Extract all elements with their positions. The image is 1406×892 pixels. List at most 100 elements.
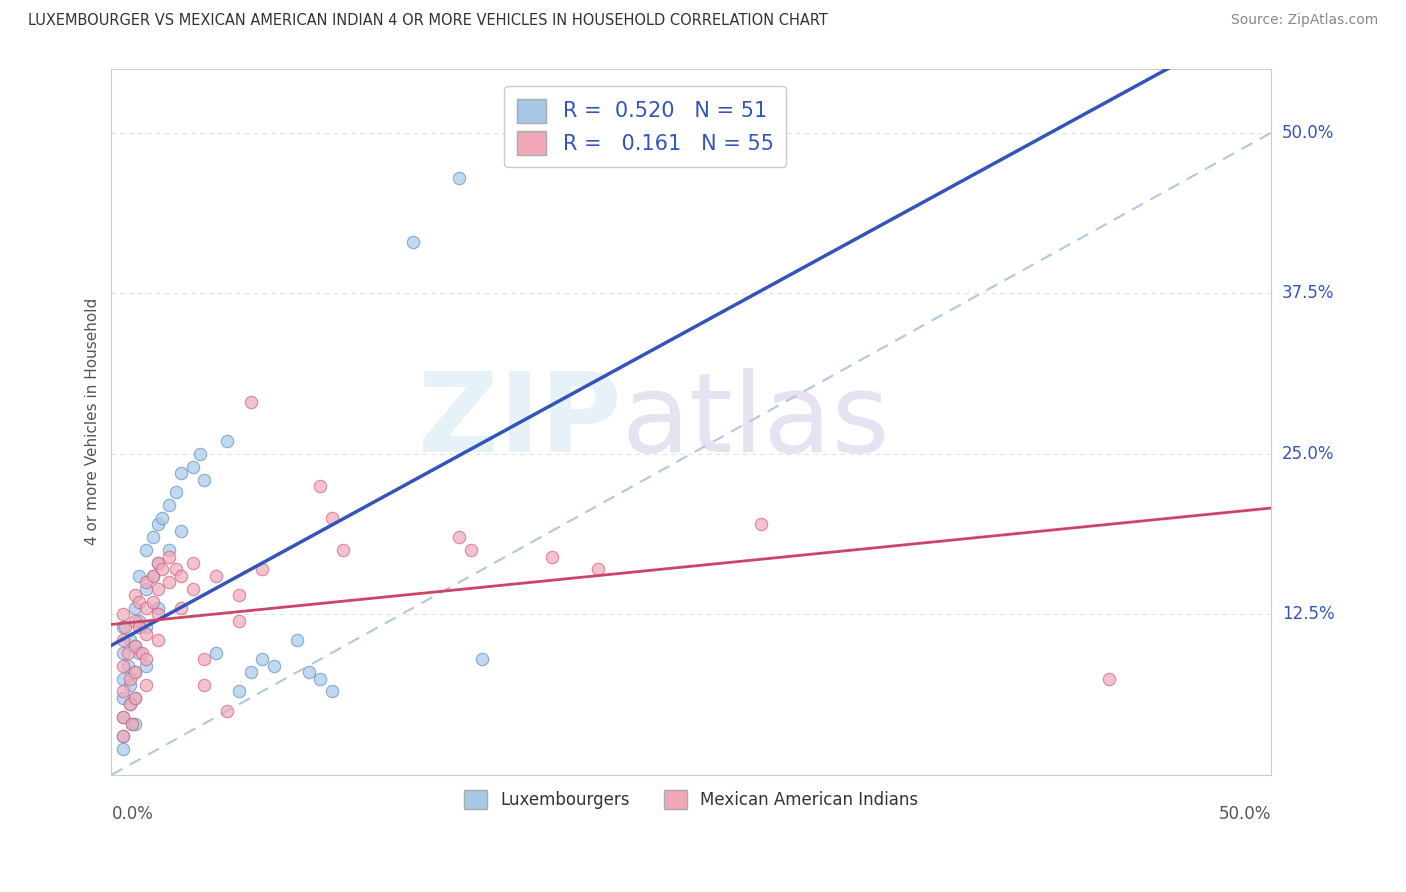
Point [135, 652, 157, 666]
Point [111, 730, 134, 744]
Point [118, 678, 141, 692]
Point [128, 614, 150, 628]
Point [217, 704, 239, 718]
Point [146, 582, 169, 596]
Point [588, 562, 610, 576]
Point [111, 646, 134, 660]
Point [135, 658, 157, 673]
Point [111, 620, 134, 634]
Point [131, 646, 153, 660]
Point [142, 569, 165, 583]
Point [228, 684, 250, 698]
Point [118, 698, 141, 712]
Point [181, 556, 204, 570]
Point [749, 517, 772, 532]
Point [250, 652, 273, 666]
Text: 12.5%: 12.5% [1282, 606, 1334, 624]
Point [217, 434, 239, 448]
Point [128, 646, 150, 660]
Point [285, 633, 308, 648]
Point [124, 601, 146, 615]
Point [157, 549, 180, 564]
Point [111, 607, 134, 622]
Point [152, 562, 174, 576]
Point [118, 698, 141, 712]
Point [121, 716, 143, 731]
Point [541, 549, 564, 564]
Point [204, 646, 226, 660]
Text: atlas: atlas [621, 368, 890, 475]
Point [111, 710, 134, 724]
Point [124, 716, 146, 731]
Y-axis label: 4 or more Vehicles in Household: 4 or more Vehicles in Household [86, 298, 100, 545]
Point [111, 684, 134, 698]
Point [181, 582, 204, 596]
Point [332, 543, 354, 558]
Point [146, 607, 169, 622]
Point [157, 543, 180, 558]
Point [471, 652, 494, 666]
Point [460, 543, 482, 558]
Point [128, 569, 150, 583]
Point [111, 742, 134, 756]
Point [111, 658, 134, 673]
Point [309, 672, 332, 686]
Point [239, 395, 262, 409]
Point [142, 594, 165, 608]
Point [297, 665, 319, 680]
Point [263, 658, 285, 673]
Point [146, 633, 169, 648]
Point [111, 633, 134, 648]
Point [111, 730, 134, 744]
Point [124, 690, 146, 705]
Point [135, 626, 157, 640]
Text: 50.0%: 50.0% [1282, 124, 1334, 142]
Point [228, 614, 250, 628]
Point [135, 543, 157, 558]
Point [146, 556, 169, 570]
Point [181, 459, 204, 474]
Point [128, 620, 150, 634]
Point [128, 594, 150, 608]
Text: 25.0%: 25.0% [1282, 445, 1334, 463]
Point [142, 569, 165, 583]
Text: ZIP: ZIP [418, 368, 621, 475]
Point [157, 575, 180, 590]
Point [135, 678, 157, 692]
Point [157, 498, 180, 512]
Point [118, 672, 141, 686]
Point [152, 511, 174, 525]
Text: 37.5%: 37.5% [1282, 285, 1334, 302]
Point [117, 658, 139, 673]
Legend: Luxembourgers, Mexican American Indians: Luxembourgers, Mexican American Indians [457, 783, 925, 816]
Point [135, 575, 157, 590]
Point [170, 601, 193, 615]
Point [124, 588, 146, 602]
Point [124, 640, 146, 654]
Point [165, 562, 187, 576]
Point [193, 473, 215, 487]
Point [111, 710, 134, 724]
Point [114, 620, 136, 634]
Point [449, 530, 471, 544]
Point [135, 620, 157, 634]
Point [250, 562, 273, 576]
Point [170, 524, 193, 538]
Point [170, 466, 193, 480]
Point [124, 665, 146, 680]
Point [111, 672, 134, 686]
Point [124, 640, 146, 654]
Point [118, 633, 141, 648]
Text: 0.0%: 0.0% [111, 805, 153, 823]
Point [111, 690, 134, 705]
Point [170, 569, 193, 583]
Point [1098, 672, 1121, 686]
Text: LUXEMBOURGER VS MEXICAN AMERICAN INDIAN 4 OR MORE VEHICLES IN HOUSEHOLD CORRELAT: LUXEMBOURGER VS MEXICAN AMERICAN INDIAN … [28, 13, 828, 29]
Point [146, 601, 169, 615]
Point [135, 582, 157, 596]
Point [228, 588, 250, 602]
Text: Source: ZipAtlas.com: Source: ZipAtlas.com [1230, 13, 1378, 28]
Point [121, 716, 143, 731]
Point [146, 556, 169, 570]
Text: 50.0%: 50.0% [1219, 805, 1271, 823]
